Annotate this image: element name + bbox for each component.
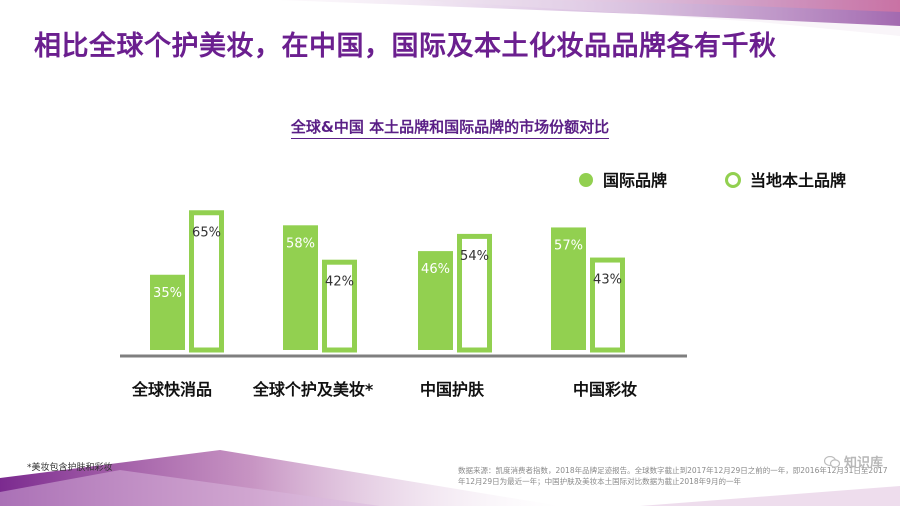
bar-label-international-3: 46% xyxy=(421,262,450,277)
watermark: 知识库 xyxy=(823,452,884,471)
footnote: *美妆包含护肤和彩妆 xyxy=(27,463,113,473)
bar-label-international-4: 57% xyxy=(554,238,583,253)
bar-label-international-2: 58% xyxy=(286,236,315,251)
top-ribbon-light xyxy=(420,0,900,36)
bar-international-3 xyxy=(418,251,453,350)
bar-label-local-4: 43% xyxy=(593,273,622,288)
bar-label-local-2: 42% xyxy=(325,275,354,290)
bar-label-international-1: 35% xyxy=(153,286,182,301)
bar-label-local-3: 54% xyxy=(460,249,489,264)
bar-local-2 xyxy=(322,259,357,353)
bar-international-4 xyxy=(551,227,586,350)
bottom-right-ribbon xyxy=(640,486,900,506)
bottom-ribbon-light xyxy=(0,470,380,506)
category-label-2: 全球个护及美妆* xyxy=(252,380,374,399)
legend-label-local: 当地本土品牌 xyxy=(750,171,846,190)
category-label-3: 中国护肤 xyxy=(420,380,485,399)
watermark-text: 知识库 xyxy=(844,456,884,471)
wechat-icon xyxy=(823,455,841,468)
legend-filled-marker xyxy=(579,173,593,187)
bar-international-1 xyxy=(150,274,185,350)
top-ribbon-accent xyxy=(520,0,900,12)
top-ribbon xyxy=(280,0,900,26)
bar-local-4 xyxy=(590,257,625,353)
bar-local-3 xyxy=(457,233,492,353)
bar-international-2 xyxy=(283,225,318,350)
slide-title: 相比全球个护美妆，在中国，国际及本土化妆品品牌各有千秋 xyxy=(34,31,777,62)
legend-outline-marker xyxy=(725,172,741,188)
legend-label-international: 国际品牌 xyxy=(603,171,667,190)
chart-title: 全球&中国 本土品牌和国际品牌的市场份额对比 xyxy=(0,116,900,139)
bar-local-1 xyxy=(189,210,224,353)
chart-title-text: 全球&中国 本土品牌和国际品牌的市场份额对比 xyxy=(290,118,610,139)
bar-label-local-1: 65% xyxy=(192,225,221,240)
category-label-1: 全球快消品 xyxy=(131,380,212,399)
category-label-4: 中国彩妆 xyxy=(573,380,637,399)
source-note: 数据来源：凯度消费者指数，2018年品牌足迹报告。全球数字截止到2017年12月… xyxy=(458,466,888,486)
